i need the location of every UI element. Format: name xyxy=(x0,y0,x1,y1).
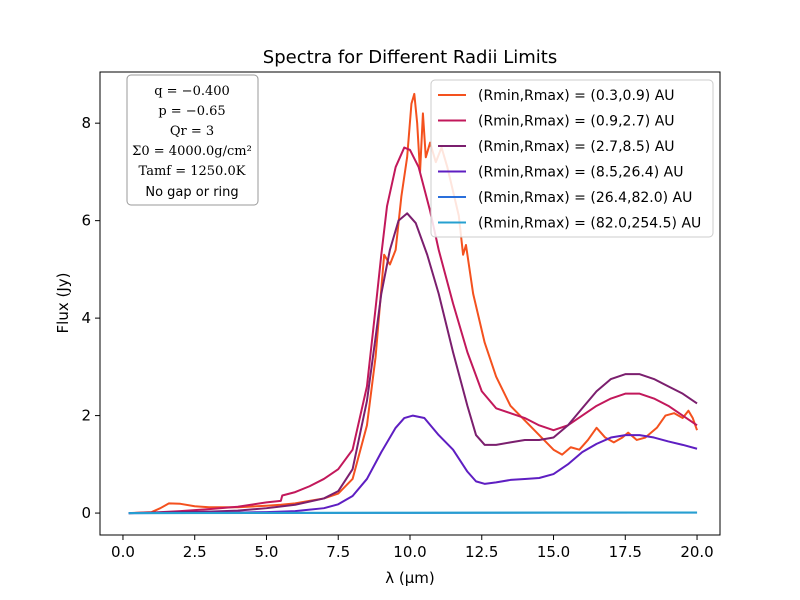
y-tick-label: 4 xyxy=(81,309,91,327)
param-qr: Qr = 3 xyxy=(170,124,214,139)
ticks-layer: 0.0 2.5 5.0 7.5 10.0 12.5 15.0 17.5 20.0 0 2 4 6 8 xyxy=(81,114,713,561)
x-tick-label: 7.5 xyxy=(326,543,350,561)
param-sigma0: Σ0 = 4000.0g/cm² xyxy=(132,144,252,159)
series-line-2 xyxy=(128,146,698,515)
legend-label-5: (Rmin,Rmax) = (26.4,82.0) AU xyxy=(478,190,692,206)
y-axis-label: Flux (Jy) xyxy=(54,273,72,334)
y-tick-label: 0 xyxy=(81,504,91,522)
y-tick-label: 2 xyxy=(81,407,91,425)
x-tick-label: 2.5 xyxy=(183,543,207,561)
series-line-6 xyxy=(128,511,698,515)
series-line-3 xyxy=(128,212,698,515)
legend-label-2: (Rmin,Rmax) = (0.9,2.7) AU xyxy=(478,114,675,130)
x-tick-label: 17.5 xyxy=(609,543,642,561)
x-tick-label: 12.5 xyxy=(465,543,498,561)
x-tick-label: 10.0 xyxy=(393,543,426,561)
legend-label-4: (Rmin,Rmax) = (8.5,26.4) AU xyxy=(478,165,683,181)
x-tick-label: 15.0 xyxy=(537,543,570,561)
x-tick-label: 20.0 xyxy=(680,543,713,561)
parameter-box-frame xyxy=(126,74,259,206)
legend-label-1: (Rmin,Rmax) = (0.3,0.9) AU xyxy=(478,88,675,104)
chart-title: Spectra for Different Radii Limits xyxy=(263,47,557,68)
parameter-box: q = −0.400 p = −0.65 Qr = 3 Σ0 = 4000.0g… xyxy=(126,74,259,206)
param-gap-note: No gap or ring xyxy=(145,185,238,200)
y-tick-label: 8 xyxy=(81,114,91,132)
param-p: p = −0.65 xyxy=(158,104,225,119)
legend-label-3: (Rmin,Rmax) = (2.7,8.5) AU xyxy=(478,139,675,155)
param-q: q = −0.400 xyxy=(154,84,230,99)
x-axis-label: λ (μm) xyxy=(385,569,435,587)
series-layer xyxy=(128,92,698,515)
legend: (Rmin,Rmax) = (0.3,0.9) AU (Rmin,Rmax) = … xyxy=(430,79,714,238)
param-tamf: Tamf = 1250.0K xyxy=(139,164,246,179)
x-tick-label: 5.0 xyxy=(255,543,279,561)
y-tick-label: 6 xyxy=(81,212,91,230)
legend-frame xyxy=(430,79,714,238)
x-tick-label: 0.0 xyxy=(111,543,135,561)
legend-label-6: (Rmin,Rmax) = (82.0,254.5) AU xyxy=(478,216,701,232)
series-line-4 xyxy=(128,414,698,515)
